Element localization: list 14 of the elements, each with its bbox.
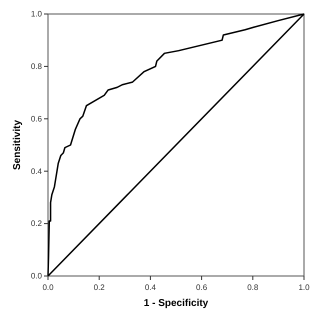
x-tick-label: 0.4	[144, 283, 157, 292]
x-axis-title: 1 - Specificity	[144, 298, 209, 309]
x-tick-label: 1.0	[298, 283, 310, 292]
y-tick-label: 0.6	[30, 114, 43, 124]
x-tick-label: 0.6	[196, 283, 208, 292]
x-tick-label: 0.8	[247, 283, 259, 292]
y-tick-label: 0.0	[30, 272, 43, 281]
y-tick-label: 0.2	[30, 219, 43, 228]
y-axis-title: Sensitivity	[12, 120, 23, 170]
y-tick-label: 1.0	[30, 10, 43, 19]
x-tick-label: 0.0	[42, 283, 54, 292]
x-tick-label: 0.2	[94, 283, 106, 292]
y-tick-label: 0.4	[30, 166, 43, 176]
y-tick-label: 0.8	[30, 62, 43, 71]
